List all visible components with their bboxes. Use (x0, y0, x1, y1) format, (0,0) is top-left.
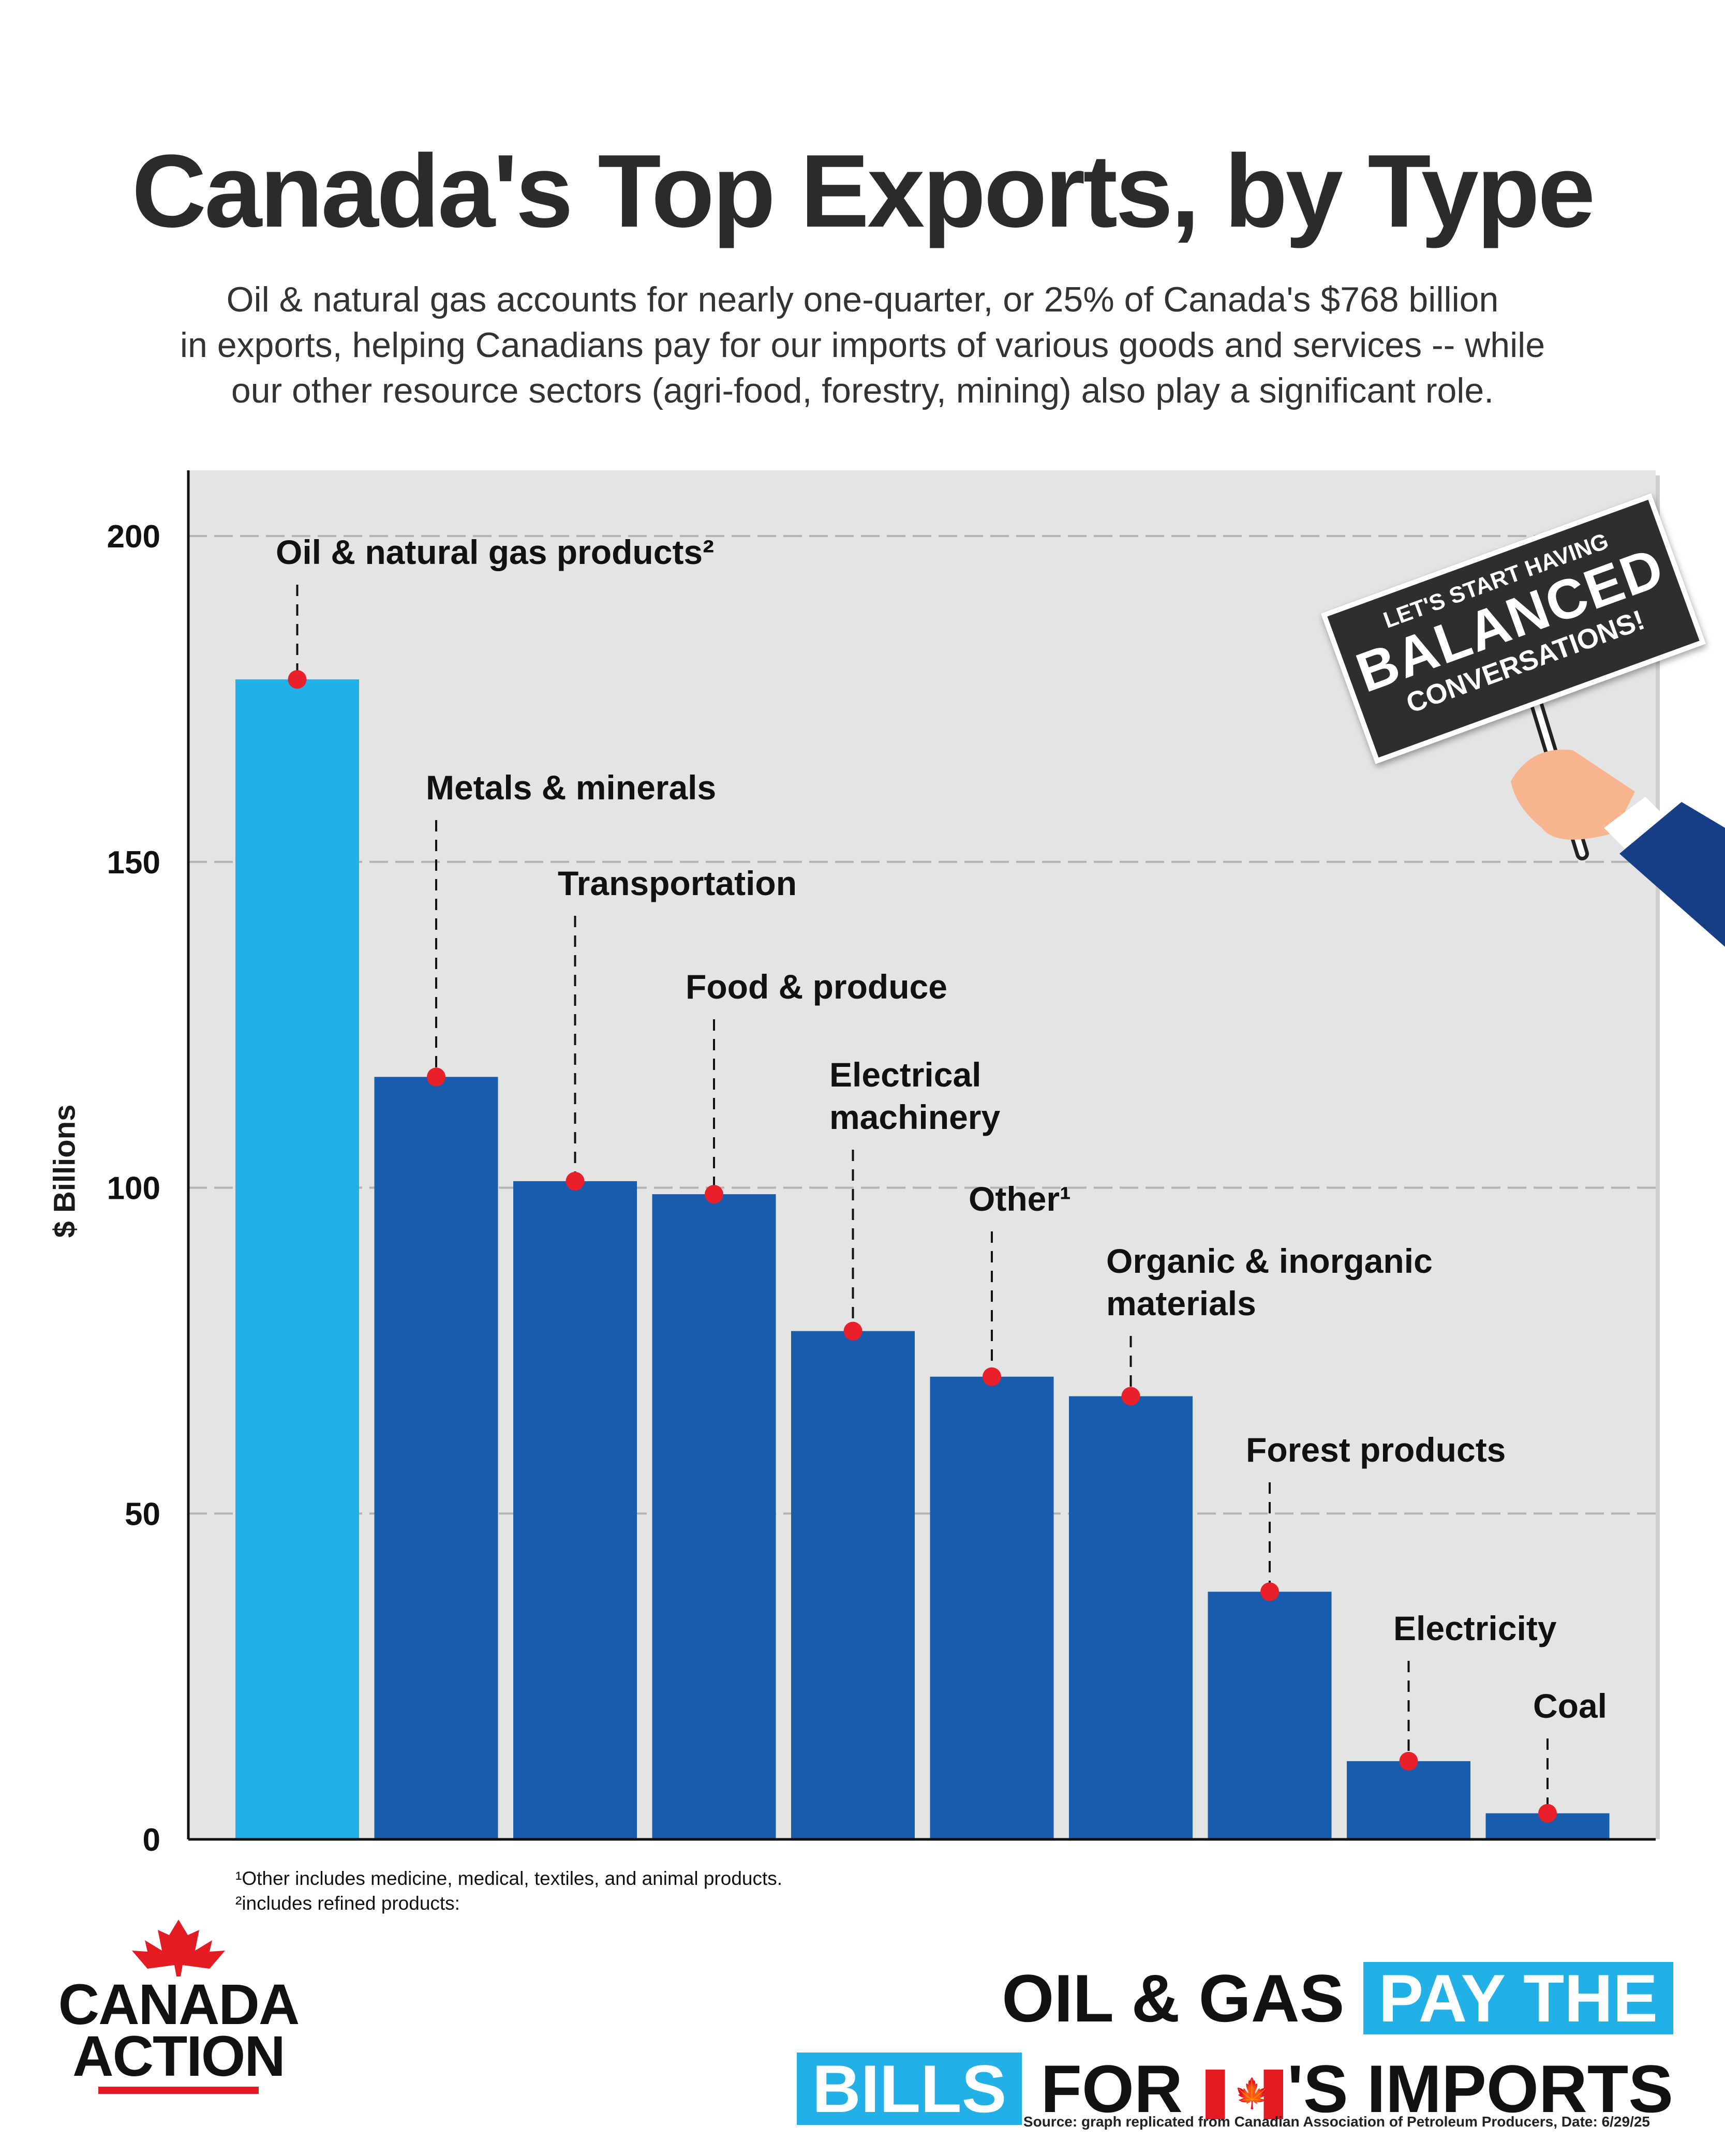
bar-label: Organic & inorganic (1106, 1242, 1433, 1280)
subtitle-line: in exports, helping Canadians pay for ou… (180, 325, 1545, 365)
bar-6 (1069, 1396, 1193, 1839)
logo-underline (98, 2087, 259, 2094)
footnote-1: ¹Other includes medicine, medical, texti… (235, 1868, 783, 1889)
value-marker (288, 670, 307, 689)
bar-label: Transportation (558, 864, 797, 902)
bar-8 (1347, 1761, 1470, 1839)
bar-label: materials (1106, 1284, 1256, 1322)
shirt-cuff (1604, 797, 1666, 849)
bar-label: Other¹ (969, 1180, 1071, 1218)
maple-leaf-icon (132, 1920, 225, 1976)
bar-label: Oil & natural gas products² (276, 533, 714, 571)
bar-label: Electrical (829, 1055, 982, 1094)
bar-5 (930, 1376, 1054, 1839)
bar-1 (374, 1077, 498, 1839)
bar-2 (513, 1181, 637, 1839)
bar-label: Forest products (1246, 1431, 1506, 1469)
subtitle-line: our other resource sectors (agri-food, f… (231, 371, 1494, 410)
y-tick-label: 50 (125, 1496, 160, 1532)
value-marker (843, 1321, 862, 1341)
hand-icon (1511, 749, 1635, 840)
canada-action-logo: CANADA ACTION (44, 1920, 313, 2094)
subtitle-line: Oil & natural gas accounts for nearly on… (226, 280, 1499, 319)
bar-4 (791, 1331, 915, 1839)
logo-line-1: CANADA (58, 1973, 300, 2036)
slogan-part-1: OIL & GAS (1002, 1960, 1345, 2036)
bar-label: Coal (1533, 1687, 1607, 1725)
value-marker (1121, 1387, 1140, 1406)
value-marker (566, 1171, 585, 1191)
value-marker (427, 1067, 445, 1087)
bar-3 (652, 1194, 776, 1839)
y-tick-label: 0 (143, 1822, 160, 1858)
value-marker (983, 1367, 1001, 1386)
bar-label: machinery (829, 1098, 1000, 1136)
source-note: Source: graph replicated from Canadian A… (1023, 2114, 1650, 2130)
y-axis-title: $ Billions (48, 1104, 82, 1238)
value-marker (705, 1185, 723, 1204)
logo-line-2: ACTION (72, 2025, 286, 2088)
footnote-2: ²includes refined products: (235, 1893, 460, 1914)
y-tick-label: 200 (107, 519, 160, 555)
page-title: Canada's Top Exports, by Type (131, 133, 1596, 249)
bar-0 (235, 679, 359, 1840)
y-tick-label: 150 (107, 845, 160, 881)
y-tick-label: 100 (107, 1171, 160, 1207)
slogan: OIL & GAS PAY THE BILLS FOR 🍁 'S IMPORTS (796, 1953, 1673, 2134)
bar-label: Food & produce (686, 968, 947, 1006)
bar-7 (1208, 1592, 1332, 1839)
value-marker (1538, 1804, 1557, 1823)
value-marker (1260, 1582, 1279, 1601)
canada-flag-icon: 🍁 (1206, 2069, 1284, 2119)
bar-label: Metals & minerals (426, 768, 716, 807)
slogan-highlight-2: BILLS (796, 2053, 1022, 2125)
bar-label: Electricity (1393, 1609, 1557, 1647)
slogan-part-4: FOR (1040, 2051, 1183, 2127)
value-marker (1399, 1751, 1418, 1771)
subtitle: Oil & natural gas accounts for nearly on… (155, 277, 1570, 413)
panel-shadow (1656, 475, 1660, 1839)
slogan-highlight-1: PAY THE (1363, 1962, 1673, 2034)
slogan-part-5: 'S IMPORTS (1287, 2051, 1673, 2127)
suit-sleeve (1619, 802, 1725, 947)
